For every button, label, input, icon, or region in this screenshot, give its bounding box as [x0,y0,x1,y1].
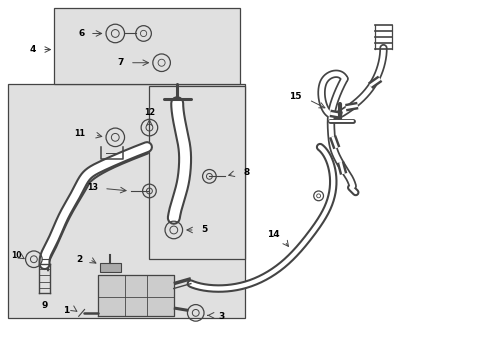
Text: 3: 3 [218,312,224,321]
Text: 2: 2 [77,255,82,264]
Text: 14: 14 [267,230,280,239]
Text: 7: 7 [117,58,123,67]
Text: 8: 8 [244,168,249,177]
Text: 9: 9 [41,301,48,310]
FancyBboxPatch shape [149,86,244,259]
Bar [100,263,121,273]
Text: 6: 6 [78,29,84,38]
Text: 10: 10 [11,251,21,260]
Text: 11: 11 [74,130,85,139]
Text: 5: 5 [201,225,207,234]
FancyBboxPatch shape [54,8,239,84]
Text: 4: 4 [29,45,36,54]
Text: 15: 15 [289,93,301,102]
Text: 13: 13 [87,183,98,192]
FancyBboxPatch shape [8,84,244,318]
Polygon shape [98,275,173,316]
Text: 1: 1 [63,306,69,315]
Text: 12: 12 [143,108,155,117]
